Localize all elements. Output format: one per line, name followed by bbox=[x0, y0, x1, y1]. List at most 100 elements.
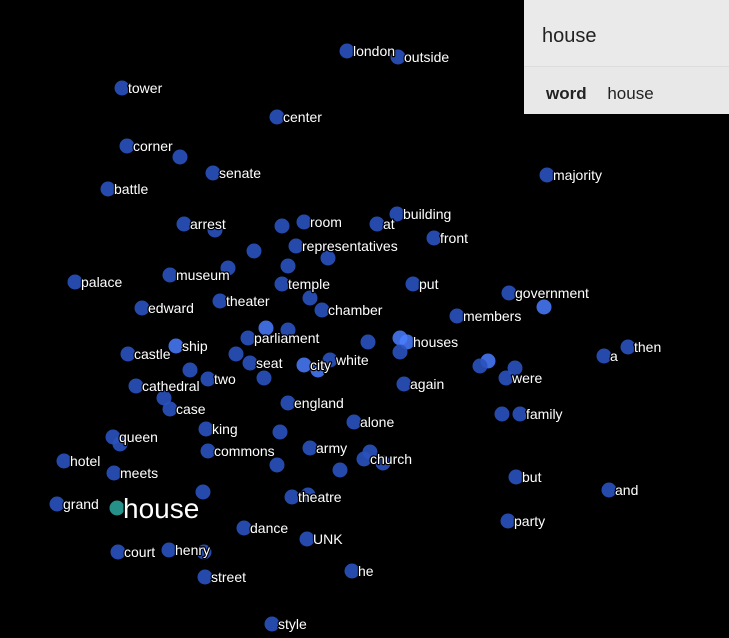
data-point-51[interactable] bbox=[182, 362, 198, 378]
data-point-57[interactable] bbox=[156, 390, 172, 406]
point-label-representatives: representatives bbox=[302, 238, 398, 254]
data-point-ship[interactable] bbox=[168, 338, 184, 354]
data-point-cathedral[interactable] bbox=[128, 378, 144, 394]
data-point-alone[interactable] bbox=[346, 414, 362, 430]
data-point-88[interactable] bbox=[196, 544, 212, 560]
data-point-20[interactable] bbox=[280, 258, 296, 274]
point-label-but: but bbox=[522, 469, 542, 485]
data-point-majority[interactable] bbox=[539, 167, 555, 183]
data-point-parliament[interactable] bbox=[240, 330, 256, 346]
data-point-front[interactable] bbox=[426, 230, 442, 246]
data-point-grand[interactable] bbox=[49, 496, 65, 512]
data-point-king[interactable] bbox=[198, 421, 214, 437]
data-point-72[interactable] bbox=[375, 455, 391, 471]
data-point-14[interactable] bbox=[274, 218, 290, 234]
data-point-government[interactable] bbox=[501, 285, 517, 301]
data-point-outside[interactable] bbox=[390, 49, 406, 65]
data-point-80[interactable] bbox=[300, 487, 316, 503]
data-point-palace[interactable] bbox=[67, 274, 83, 290]
data-point-42[interactable] bbox=[392, 344, 408, 360]
data-point-50[interactable] bbox=[507, 360, 523, 376]
data-point-were[interactable] bbox=[498, 370, 514, 386]
point-label-grand: grand bbox=[63, 496, 99, 512]
data-point-meets[interactable] bbox=[106, 465, 122, 481]
data-point-white[interactable] bbox=[322, 352, 338, 368]
data-point-18[interactable] bbox=[320, 250, 336, 266]
data-point-party[interactable] bbox=[500, 513, 516, 529]
data-point-at[interactable] bbox=[369, 216, 385, 232]
data-point-members[interactable] bbox=[449, 308, 465, 324]
data-point-again[interactable] bbox=[396, 376, 412, 392]
data-point-13[interactable] bbox=[207, 222, 223, 238]
data-point-room[interactable] bbox=[296, 214, 312, 230]
data-point-61[interactable] bbox=[494, 406, 510, 422]
data-point-he[interactable] bbox=[344, 563, 360, 579]
point-label-seat: seat bbox=[256, 355, 283, 371]
data-point-then[interactable] bbox=[620, 339, 636, 355]
point-label-put: put bbox=[419, 276, 439, 292]
point-label-battle: battle bbox=[114, 181, 148, 197]
data-point-53[interactable] bbox=[256, 370, 272, 386]
data-point-73[interactable] bbox=[269, 457, 285, 473]
data-point-37[interactable] bbox=[360, 334, 376, 350]
data-point-arrest[interactable] bbox=[176, 216, 192, 232]
data-point-theatre[interactable] bbox=[284, 489, 300, 505]
data-point-battle[interactable] bbox=[100, 181, 116, 197]
data-point-5[interactable] bbox=[172, 149, 188, 165]
data-point-commons[interactable] bbox=[200, 443, 216, 459]
data-point-but[interactable] bbox=[508, 469, 524, 485]
data-point-66[interactable] bbox=[112, 436, 128, 452]
data-point-senate[interactable] bbox=[205, 165, 221, 181]
data-point-temple[interactable] bbox=[274, 276, 290, 292]
search-query[interactable]: house bbox=[524, 0, 729, 67]
data-point-edward[interactable] bbox=[134, 300, 150, 316]
data-point-78[interactable] bbox=[195, 484, 211, 500]
data-point-38[interactable] bbox=[392, 330, 408, 346]
data-point-church[interactable] bbox=[356, 451, 372, 467]
data-point-theater[interactable] bbox=[212, 293, 228, 309]
data-point-dance[interactable] bbox=[236, 520, 252, 536]
data-point-34[interactable] bbox=[280, 322, 296, 338]
point-label-castle: castle bbox=[134, 346, 171, 362]
data-point-49[interactable] bbox=[472, 358, 488, 374]
data-point-hotel[interactable] bbox=[56, 453, 72, 469]
data-point-henry[interactable] bbox=[161, 542, 177, 558]
data-point-64[interactable] bbox=[272, 424, 288, 440]
data-point-32[interactable] bbox=[258, 320, 274, 336]
data-point-74[interactable] bbox=[332, 462, 348, 478]
data-point-30[interactable] bbox=[536, 299, 552, 315]
data-point-and[interactable] bbox=[601, 482, 617, 498]
data-point-seat[interactable] bbox=[242, 355, 258, 371]
data-point-27[interactable] bbox=[302, 290, 318, 306]
data-point-court[interactable] bbox=[110, 544, 126, 560]
data-point-building[interactable] bbox=[389, 206, 405, 222]
data-point-family[interactable] bbox=[512, 406, 528, 422]
data-point-london[interactable] bbox=[339, 43, 355, 59]
data-point-castle[interactable] bbox=[120, 346, 136, 362]
data-point-city[interactable] bbox=[296, 357, 312, 373]
data-point-tower[interactable] bbox=[114, 80, 130, 96]
data-point-museum[interactable] bbox=[162, 267, 178, 283]
data-point-street[interactable] bbox=[197, 569, 213, 585]
data-point-UNK[interactable] bbox=[299, 531, 315, 547]
data-point-17[interactable] bbox=[246, 243, 262, 259]
data-point-a[interactable] bbox=[596, 348, 612, 364]
data-point-house[interactable] bbox=[109, 500, 125, 516]
point-label-commons: commons bbox=[214, 443, 275, 459]
data-point-two[interactable] bbox=[200, 371, 216, 387]
data-point-put[interactable] bbox=[405, 276, 421, 292]
data-point-army[interactable] bbox=[302, 440, 318, 456]
data-point-england[interactable] bbox=[280, 395, 296, 411]
data-point-43[interactable] bbox=[228, 346, 244, 362]
data-point-case[interactable] bbox=[162, 401, 178, 417]
data-point-corner[interactable] bbox=[119, 138, 135, 154]
data-point-representatives[interactable] bbox=[288, 238, 304, 254]
point-label-were: were bbox=[511, 370, 543, 386]
data-point-chamber[interactable] bbox=[314, 302, 330, 318]
data-point-style[interactable] bbox=[264, 616, 280, 632]
point-label-meets: meets bbox=[120, 465, 158, 481]
data-point-47[interactable] bbox=[310, 362, 326, 378]
data-point-19[interactable] bbox=[220, 260, 236, 276]
data-point-center[interactable] bbox=[269, 109, 285, 125]
